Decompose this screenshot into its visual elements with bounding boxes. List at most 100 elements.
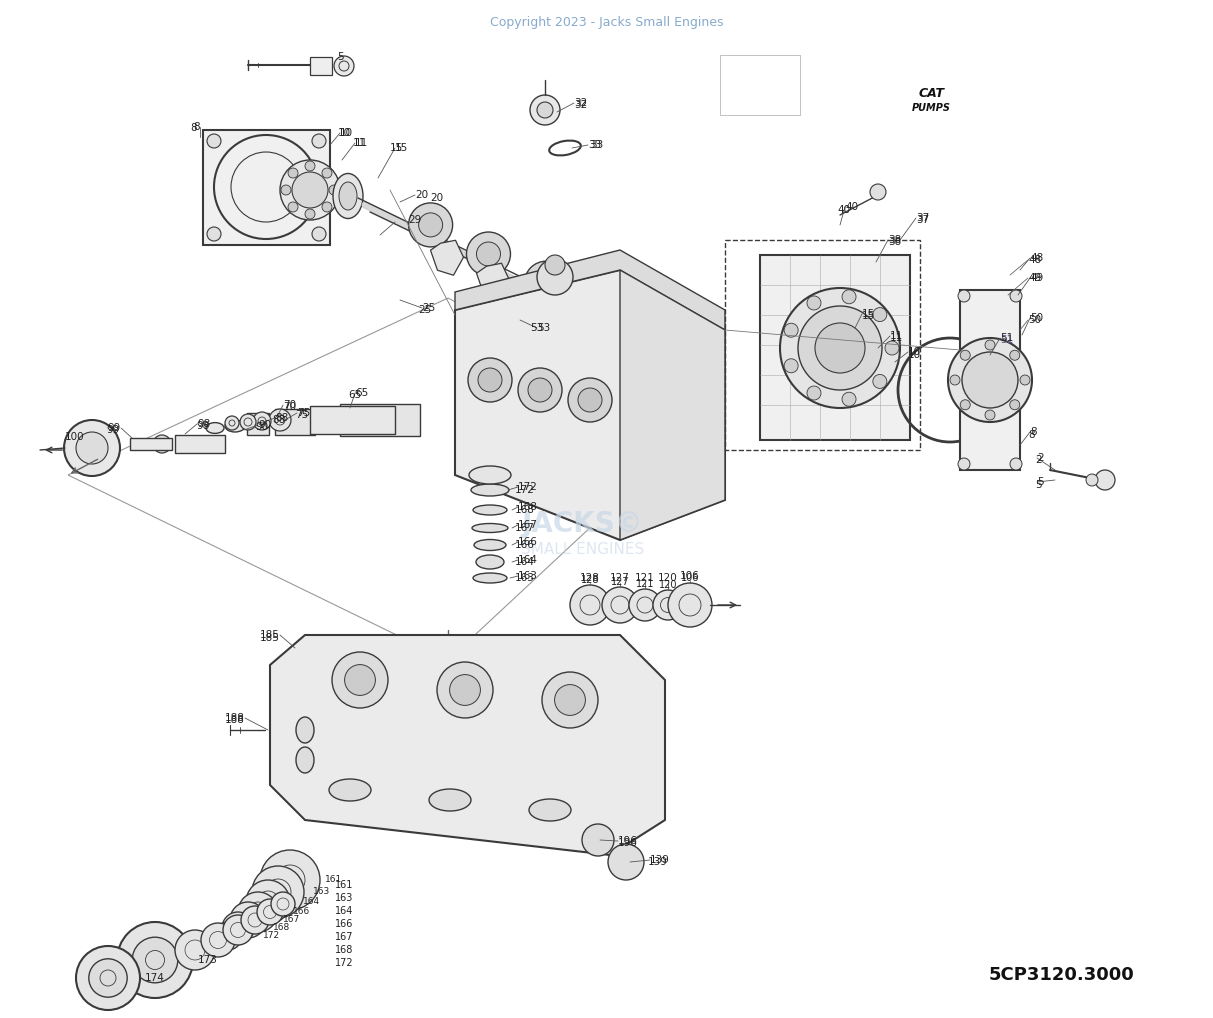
Text: Copyright 2023 - Jacks Small Engines: Copyright 2023 - Jacks Small Engines	[490, 16, 723, 29]
Circle shape	[608, 844, 644, 880]
Ellipse shape	[474, 540, 506, 551]
Circle shape	[1010, 458, 1023, 470]
Text: 98: 98	[197, 421, 210, 431]
Circle shape	[985, 340, 995, 350]
Text: 10: 10	[909, 350, 921, 360]
Circle shape	[230, 902, 266, 938]
Text: 15: 15	[862, 312, 876, 321]
Circle shape	[329, 185, 338, 195]
Text: 37: 37	[916, 215, 929, 225]
Ellipse shape	[296, 747, 314, 773]
Text: 8: 8	[1030, 427, 1037, 437]
Polygon shape	[455, 250, 725, 330]
Text: 25: 25	[422, 303, 435, 313]
Text: 196: 196	[617, 836, 638, 846]
Text: 185: 185	[260, 630, 280, 640]
Text: 185: 185	[260, 633, 280, 643]
Circle shape	[238, 892, 278, 932]
Circle shape	[467, 232, 511, 276]
Circle shape	[579, 388, 602, 412]
Circle shape	[524, 262, 569, 305]
Ellipse shape	[338, 182, 357, 210]
Text: 75: 75	[295, 410, 308, 420]
Polygon shape	[247, 413, 269, 435]
Text: 65: 65	[355, 388, 369, 398]
Text: 8: 8	[1027, 430, 1035, 440]
Circle shape	[518, 367, 562, 412]
Circle shape	[961, 400, 970, 410]
Text: 15: 15	[862, 309, 876, 319]
Text: 53: 53	[530, 323, 543, 333]
Text: 33: 33	[590, 140, 603, 150]
Polygon shape	[620, 270, 725, 540]
Text: 49: 49	[1027, 273, 1041, 283]
Text: 120: 120	[659, 580, 677, 590]
Circle shape	[582, 824, 614, 856]
Circle shape	[807, 386, 821, 400]
Circle shape	[241, 906, 269, 934]
Polygon shape	[311, 57, 332, 75]
Text: 172: 172	[263, 931, 280, 941]
Circle shape	[246, 880, 290, 924]
Circle shape	[1095, 470, 1115, 490]
Text: 29: 29	[408, 215, 421, 225]
Text: 11: 11	[353, 138, 366, 148]
Text: 8: 8	[193, 122, 200, 132]
Text: 164: 164	[518, 555, 537, 565]
Circle shape	[213, 922, 243, 950]
Circle shape	[554, 684, 586, 716]
Circle shape	[537, 259, 573, 295]
Circle shape	[332, 652, 388, 708]
Text: 128: 128	[580, 573, 600, 583]
Text: 166: 166	[518, 538, 537, 547]
Text: 70: 70	[283, 400, 296, 410]
Text: 5: 5	[1037, 477, 1043, 487]
Circle shape	[798, 306, 882, 390]
Circle shape	[815, 323, 865, 373]
Text: 166: 166	[294, 907, 311, 916]
Polygon shape	[431, 240, 463, 275]
Ellipse shape	[224, 420, 245, 432]
Ellipse shape	[296, 717, 314, 743]
Text: 163: 163	[518, 571, 537, 581]
Circle shape	[287, 202, 298, 212]
Text: 98: 98	[197, 419, 210, 429]
Circle shape	[653, 590, 683, 620]
Text: 90: 90	[258, 420, 272, 430]
Text: 40: 40	[845, 202, 858, 212]
Text: 174: 174	[146, 973, 165, 983]
Circle shape	[270, 892, 295, 916]
Bar	[175, 435, 224, 453]
Text: PUMPS: PUMPS	[912, 103, 951, 113]
Circle shape	[873, 307, 887, 322]
Circle shape	[304, 209, 315, 219]
Circle shape	[535, 271, 558, 295]
Text: 167: 167	[335, 932, 353, 942]
Text: 196: 196	[617, 838, 638, 848]
Circle shape	[257, 899, 283, 925]
Circle shape	[1009, 400, 1020, 410]
Ellipse shape	[471, 484, 509, 496]
Circle shape	[870, 184, 885, 200]
Text: 8: 8	[190, 123, 197, 133]
Text: 10: 10	[338, 128, 351, 138]
Polygon shape	[761, 254, 910, 440]
Text: 11: 11	[890, 331, 904, 341]
Text: 166: 166	[335, 919, 353, 929]
Polygon shape	[340, 404, 420, 436]
Circle shape	[958, 290, 970, 302]
Circle shape	[1009, 350, 1020, 360]
Text: CAT: CAT	[918, 88, 945, 100]
Text: 48: 48	[1027, 254, 1041, 265]
Text: 53: 53	[537, 323, 551, 333]
Text: 38: 38	[888, 235, 901, 245]
Text: 161: 161	[335, 880, 353, 890]
Circle shape	[545, 254, 565, 275]
Ellipse shape	[429, 789, 471, 811]
Text: 167: 167	[516, 523, 535, 533]
Text: 172: 172	[335, 958, 354, 968]
Text: 2: 2	[1035, 455, 1042, 465]
Text: 38: 38	[888, 237, 901, 247]
Polygon shape	[270, 635, 665, 855]
Circle shape	[842, 392, 856, 406]
